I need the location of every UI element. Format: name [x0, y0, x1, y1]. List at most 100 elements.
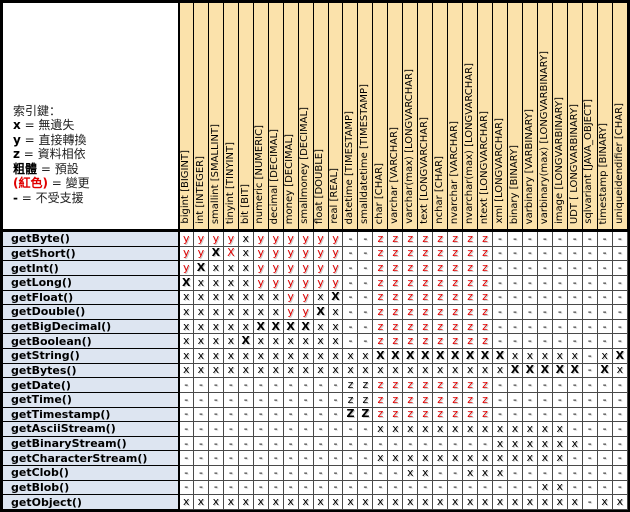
matrix-cell: - — [207, 406, 224, 423]
matrix-cell-symbol: x — [257, 348, 264, 362]
matrix-cell-symbol: y — [302, 304, 309, 318]
matrix-cell: - — [327, 435, 344, 452]
matrix-cell-symbol: - — [498, 290, 502, 304]
matrix-cell-symbol: x — [541, 451, 549, 465]
matrix-cell: z — [417, 318, 434, 335]
matrix-cell-symbol: - — [333, 451, 338, 465]
matrix-cell: z — [447, 391, 464, 408]
matrix-cell-symbol: - — [572, 465, 577, 479]
matrix-cell: x — [267, 494, 284, 510]
matrix-cell: - — [342, 289, 359, 306]
matrix-cell: x — [462, 465, 479, 481]
matrix-cell: z — [372, 377, 389, 393]
matrix-cell-symbol: x — [227, 495, 235, 509]
matrix-cell-symbol: - — [572, 261, 577, 275]
matrix-cell: - — [566, 421, 583, 437]
matrix-cell-symbol: x — [332, 348, 339, 362]
column-header: varbinary(max) [LONGVARBINARY] — [536, 2, 553, 232]
matrix-cell-symbol: x — [242, 363, 250, 377]
matrix-cell-symbol: y — [257, 261, 264, 275]
matrix-cell-symbol: x — [392, 363, 399, 377]
matrix-cell-symbol: x — [377, 495, 384, 509]
matrix-cell-symbol: x — [481, 421, 489, 435]
matrix-cell-symbol: x — [302, 363, 309, 377]
matrix-cell-symbol: X — [391, 348, 400, 362]
matrix-cell: x — [551, 450, 568, 467]
matrix-cell-symbol: - — [617, 275, 622, 289]
matrix-cell: x — [462, 362, 479, 379]
matrix-cell-symbol: x — [556, 451, 564, 465]
matrix-cell-symbol: - — [348, 451, 353, 465]
column-header: bit [BIT] — [237, 2, 254, 232]
matrix-cell: z — [342, 377, 359, 393]
matrix-cell: y — [252, 274, 269, 291]
matrix-cell: - — [282, 406, 299, 423]
column-header: binary [BINARY] — [506, 2, 523, 232]
matrix-cell-symbol: x — [287, 495, 294, 509]
matrix-cell-symbol: x — [511, 495, 519, 509]
matrix-cell-symbol: - — [184, 436, 189, 450]
matrix-cell-symbol: - — [288, 407, 293, 421]
matrix-cell: x — [192, 348, 209, 364]
matrix-cell: - — [192, 465, 209, 481]
column-header-label: varbinary(max) [LONGVARBINARY] — [538, 50, 550, 224]
matrix-cell: z — [447, 318, 464, 335]
matrix-cell: x — [192, 304, 209, 320]
matrix-cell: y — [178, 245, 194, 262]
matrix-cell: x — [357, 348, 374, 364]
matrix-cell: x — [297, 348, 314, 364]
matrix-cell-symbol: X — [227, 246, 235, 260]
matrix-cell-symbol: - — [273, 378, 278, 392]
matrix-cell: z — [462, 333, 479, 350]
column-header: bigint [BIGINT] — [178, 2, 194, 232]
matrix-cell: x — [462, 450, 479, 467]
matrix-cell: z — [447, 406, 464, 423]
matrix-cell-symbol: z — [392, 290, 399, 304]
matrix-cell: z — [477, 377, 494, 393]
matrix-cell: - — [222, 421, 239, 437]
matrix-cell: x — [237, 494, 254, 510]
matrix-cell-symbol: - — [527, 407, 532, 421]
matrix-cell-symbol: - — [557, 334, 562, 348]
matrix-cell: - — [581, 230, 598, 247]
matrix-cell: - — [477, 435, 494, 452]
matrix-cell: X — [282, 318, 299, 335]
matrix-cell: - — [536, 391, 553, 408]
matrix-cell-symbol: x — [421, 451, 429, 465]
matrix-cell: x — [372, 494, 389, 510]
matrix-cell-symbol: x — [227, 290, 235, 304]
matrix-cell: - — [282, 391, 299, 408]
matrix-cell: x — [312, 333, 329, 350]
matrix-cell-symbol: x — [227, 334, 235, 348]
matrix-cell-symbol: - — [587, 451, 592, 465]
matrix-cell-symbol: - — [587, 290, 592, 304]
column-header: UDT [ LONGVARBINARY] — [566, 2, 583, 232]
matrix-cell-symbol: - — [273, 451, 278, 465]
matrix-cell: y — [327, 230, 344, 247]
matrix-cell-symbol: - — [423, 480, 428, 494]
matrix-cell: x — [611, 494, 629, 510]
matrix-cell: x — [312, 318, 329, 335]
matrix-cell: - — [581, 362, 598, 379]
matrix-cell-symbol: z — [392, 275, 399, 289]
matrix-cell: - — [596, 289, 613, 306]
matrix-cell: - — [566, 377, 583, 393]
legend-entries: x = 無遺失 y = 直接轉換 z = 資料相依 粗體 = 預設 (紅色) = 變更 -… — [13, 118, 90, 205]
matrix-cell: - — [611, 391, 629, 408]
matrix-cell-symbol: - — [363, 261, 368, 275]
matrix-cell: x — [357, 494, 374, 510]
matrix-cell-symbol: - — [333, 436, 338, 450]
matrix-cell-symbol: y — [182, 246, 190, 260]
matrix-cell: x — [402, 494, 419, 510]
matrix-cell: - — [581, 245, 598, 262]
matrix-cell: - — [536, 304, 553, 320]
matrix-cell-symbol: x — [287, 348, 294, 362]
matrix-cell: y — [282, 230, 299, 247]
matrix-cell: z — [477, 289, 494, 306]
matrix-cell: - — [611, 260, 629, 276]
column-header: smallint [SMALLINT] — [207, 2, 224, 232]
matrix-cell-symbol: x — [421, 465, 429, 479]
matrix-cell-symbol: x — [511, 348, 519, 362]
column-header-label: sqlvariant [JAVA_OBJECT] — [583, 99, 595, 224]
matrix-cell-symbol: z — [467, 334, 473, 348]
